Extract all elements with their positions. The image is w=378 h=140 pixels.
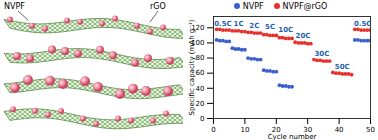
svg-text:rGO: rGO <box>150 2 166 11</box>
svg-text:60: 60 <box>196 69 205 77</box>
svg-text:30C: 30C <box>314 50 329 58</box>
svg-text:NVPF: NVPF <box>4 2 25 11</box>
svg-text:10C: 10C <box>278 26 293 34</box>
svg-text:40: 40 <box>196 85 205 93</box>
svg-text:0.5C: 0.5C <box>354 20 372 28</box>
svg-text:2C: 2C <box>249 22 259 30</box>
svg-text:0: 0 <box>200 115 204 123</box>
svg-text:40: 40 <box>335 126 344 134</box>
svg-text:120: 120 <box>191 24 205 33</box>
html-text:NVPF: NVPF <box>242 1 264 11</box>
svg-text:20C: 20C <box>296 32 311 40</box>
html-text:NVPF@rGO: NVPF@rGO <box>282 1 328 11</box>
svg-text:20: 20 <box>196 100 205 108</box>
svg-text:0.5C: 0.5C <box>214 20 232 28</box>
svg-text:20: 20 <box>271 126 281 135</box>
svg-text:100: 100 <box>191 39 205 48</box>
svg-text:30: 30 <box>303 126 313 135</box>
svg-text:5C: 5C <box>265 23 275 31</box>
svg-text:Specific capacity (mAh g⁻¹): Specific capacity (mAh g⁻¹) <box>188 19 196 115</box>
svg-text:1C: 1C <box>234 20 244 28</box>
svg-text:50: 50 <box>366 126 375 134</box>
svg-text:80: 80 <box>196 54 205 62</box>
svg-text:0: 0 <box>211 126 215 134</box>
svg-text:Cycle number: Cycle number <box>268 133 317 140</box>
svg-text:50C: 50C <box>335 63 350 71</box>
svg-text:10: 10 <box>240 126 249 134</box>
